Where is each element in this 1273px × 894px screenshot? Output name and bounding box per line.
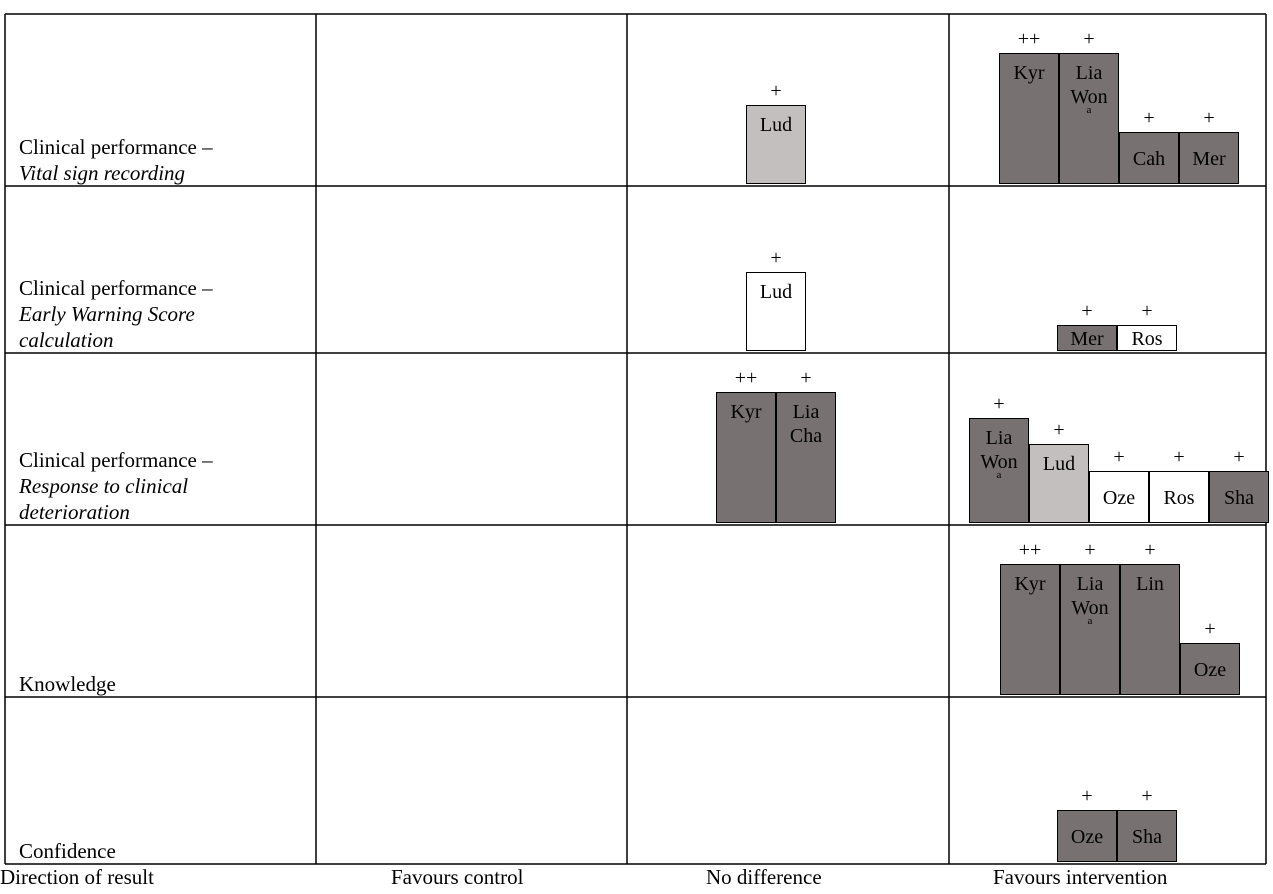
column-label-favours-intervention: Favours intervention (993, 865, 1168, 889)
quality-rating: + (1053, 419, 1065, 441)
quality-rating: + (1141, 785, 1153, 807)
study-label: Ros (1131, 328, 1163, 350)
quality-rating: + (1233, 446, 1245, 468)
study-bar: Kyr (716, 392, 776, 523)
row-label-line: Response to clinical (19, 474, 189, 498)
study-label: Lia (1076, 573, 1104, 595)
study-label: Kyr (1013, 62, 1045, 84)
quality-rating: + (1204, 618, 1216, 640)
column-label-direction: Direction of result (0, 865, 154, 889)
quality-rating: + (1081, 300, 1093, 322)
study-label: Won (1070, 86, 1108, 108)
study-label: Lud (759, 281, 793, 303)
study-label: Lia (985, 427, 1013, 449)
study-bar: Lud (746, 105, 806, 184)
quality-rating: + (1113, 446, 1125, 468)
row-label-line: Knowledge (19, 672, 116, 696)
study-label: Sha (1224, 487, 1254, 509)
study-label: Oze (1070, 826, 1104, 848)
quality-rating: + (993, 393, 1005, 415)
study-superscript: a (1087, 615, 1093, 627)
study-bar: Mer (1057, 325, 1117, 351)
study-bar: Oze (1180, 643, 1240, 695)
study-label: Oze (1102, 487, 1136, 509)
study-bar: Lin (1120, 564, 1180, 695)
study-label: Mer (1070, 328, 1104, 350)
study-superscript: a (996, 469, 1002, 481)
study-bar: Lud (746, 272, 806, 351)
quality-rating: + (800, 367, 812, 389)
study-bar: Sha (1117, 810, 1177, 862)
study-bar: Oze (1057, 810, 1117, 862)
row-label-line: Clinical performance – (19, 135, 213, 159)
study-label: Lin (1136, 573, 1164, 595)
study-label: Kyr (730, 401, 762, 423)
row-label-line: Clinical performance – (19, 276, 213, 300)
quality-rating: ++ (1017, 28, 1041, 50)
row-label-line: Clinical performance – (19, 448, 213, 472)
study-label: Lia (792, 401, 820, 423)
column-label-favours-control: Favours control (391, 865, 524, 889)
study-label: Lud (1042, 453, 1076, 475)
study-label: Won (980, 451, 1018, 473)
quality-rating: + (1141, 300, 1153, 322)
quality-rating: + (770, 247, 782, 269)
quality-rating: + (770, 80, 782, 102)
study-label: Sha (1132, 826, 1162, 848)
study-label: Oze (1193, 659, 1227, 681)
quality-rating: ++ (1018, 539, 1042, 561)
quality-rating: ++ (734, 367, 758, 389)
quality-rating: + (1144, 539, 1156, 561)
column-label-no-difference: No difference (706, 865, 822, 889)
study-bar: Kyr (999, 53, 1059, 184)
row-label-line: Confidence (19, 839, 116, 863)
quality-rating: + (1081, 785, 1093, 807)
study-label: Cha (789, 425, 823, 447)
study-label: Ros (1163, 487, 1195, 509)
study-bar: Lia Won a (1059, 53, 1119, 184)
study-label: Kyr (1014, 573, 1046, 595)
study-superscript: a (1086, 104, 1092, 116)
study-bar: Cah (1119, 132, 1179, 184)
quality-rating: + (1084, 539, 1096, 561)
row-label-line: calculation (19, 328, 114, 352)
study-bar: Lud (1029, 444, 1089, 523)
study-bar: Oze (1089, 471, 1149, 523)
quality-rating: + (1083, 28, 1095, 50)
quality-rating: + (1203, 107, 1215, 129)
row-label: Knowledge (19, 671, 116, 697)
study-bar: Lia Won a (969, 418, 1029, 523)
study-bar: Lia Won a (1060, 564, 1120, 695)
study-label: Mer (1192, 148, 1226, 170)
study-label: Cah (1132, 148, 1166, 170)
study-label: Won (1071, 597, 1109, 619)
row-label: Clinical performance – Response to clinic… (19, 447, 213, 525)
study-label: Lud (759, 114, 793, 136)
quality-rating: + (1173, 446, 1185, 468)
study-bar: Ros (1117, 325, 1177, 351)
study-bar: Kyr (1000, 564, 1060, 695)
row-label: Clinical performance – Early Warning Scor… (19, 275, 213, 353)
study-bar: Sha (1209, 471, 1269, 523)
study-bar: Ros (1149, 471, 1209, 523)
row-label: Confidence (19, 838, 116, 864)
row-label-line: Vital sign recording (19, 161, 186, 185)
row-label: Clinical performance – Vital sign recordi… (19, 134, 213, 186)
study-bar: Mer (1179, 132, 1239, 184)
row-label-line: deterioration (19, 500, 130, 524)
study-label: Lia (1075, 62, 1103, 84)
study-bar: Lia Cha (776, 392, 836, 523)
row-label-line: Early Warning Score (19, 302, 195, 326)
quality-rating: + (1143, 107, 1155, 129)
